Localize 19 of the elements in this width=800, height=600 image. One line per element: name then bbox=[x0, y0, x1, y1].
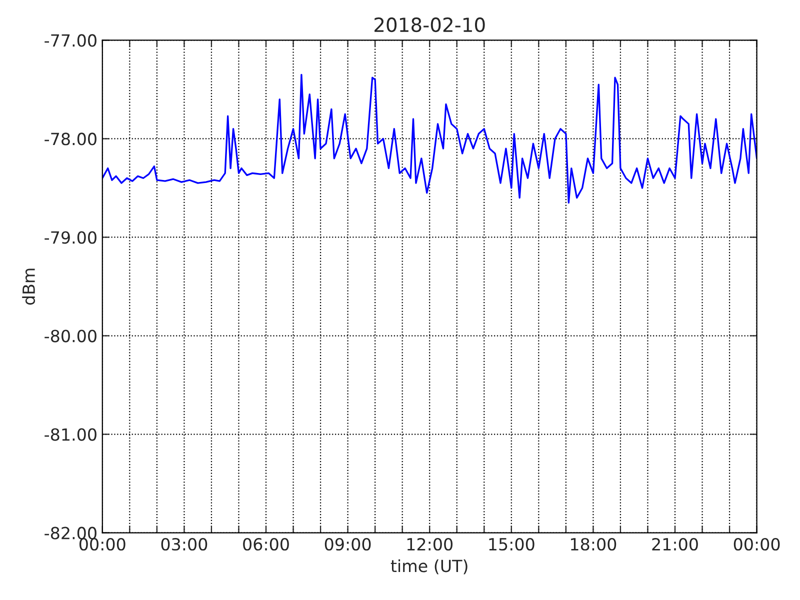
chart-title: 2018-02-10 bbox=[374, 17, 485, 32]
y-axis-title: dBm bbox=[22, 268, 36, 305]
x-tick-label: 15:00 bbox=[489, 538, 534, 551]
y-tick-label: -80.00 bbox=[44, 330, 96, 342]
y-tick-label: -79.00 bbox=[44, 231, 96, 244]
x-tick-label: 12:00 bbox=[407, 538, 453, 551]
y-tick-label: -78.00 bbox=[44, 132, 96, 146]
x-tick-label: 21:00 bbox=[652, 538, 698, 551]
y-tick-label: -81.00 bbox=[44, 428, 96, 441]
line-series bbox=[102, 74, 757, 204]
x-tick-label: 09:00 bbox=[324, 538, 371, 551]
y-tick-label: -77.00 bbox=[44, 34, 96, 47]
x-tick-label: 18:00 bbox=[571, 538, 616, 551]
y-tick-label: -82.00 bbox=[44, 526, 96, 540]
x-tick-label: 06:00 bbox=[243, 538, 289, 551]
x-tick-label: 00:00 bbox=[79, 538, 126, 551]
x-tick-label: 00:00 bbox=[734, 538, 780, 551]
x-axis-title: time (UT) bbox=[390, 559, 468, 574]
x-tick-label: 03:00 bbox=[161, 538, 208, 551]
